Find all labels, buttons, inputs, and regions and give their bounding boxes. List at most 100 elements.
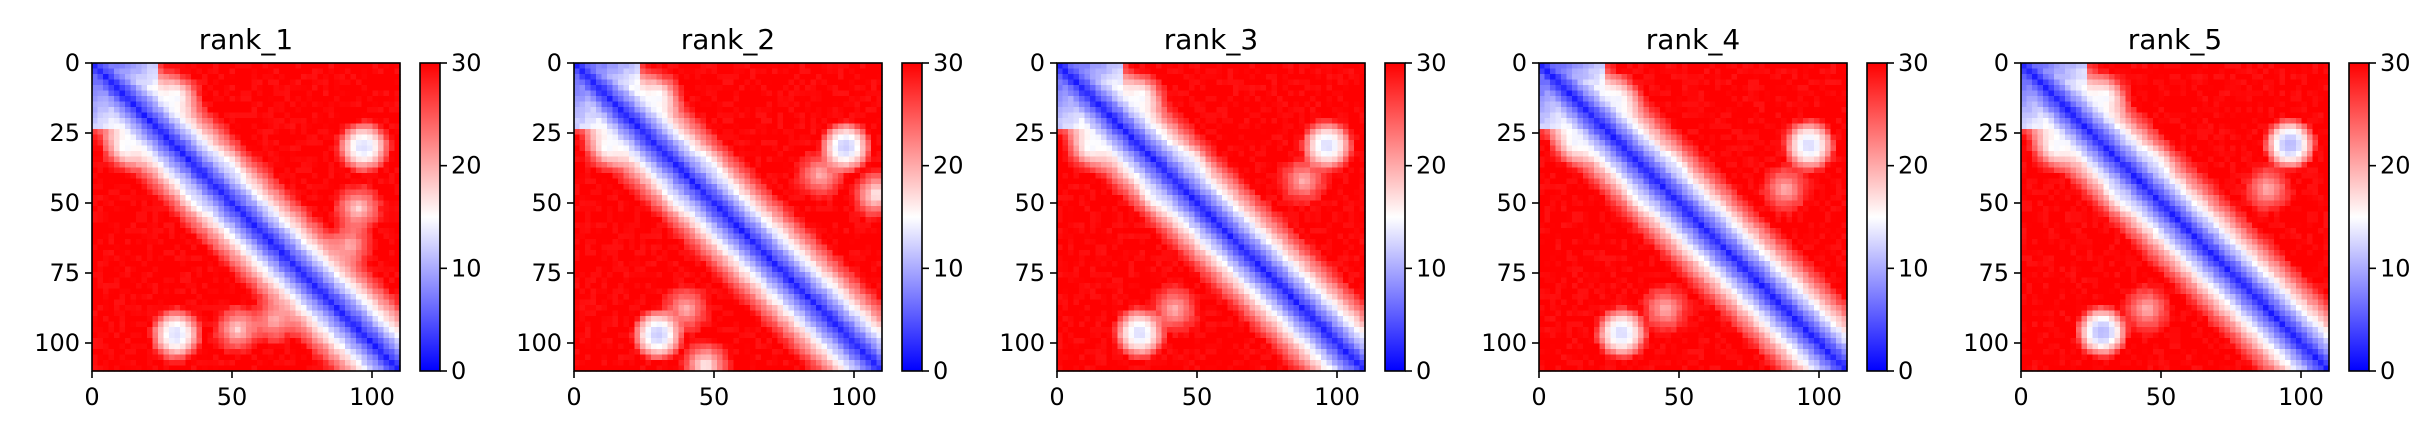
heatmap-cell bbox=[202, 261, 208, 267]
heatmap-cell bbox=[158, 206, 164, 212]
heatmap-cell bbox=[384, 239, 390, 245]
heatmap-cell bbox=[613, 195, 619, 201]
heatmap-cell bbox=[98, 157, 104, 163]
heatmap-cell bbox=[230, 338, 236, 344]
heatmap-cell bbox=[120, 151, 126, 157]
heatmap-cell bbox=[120, 360, 126, 366]
heatmap-cell bbox=[668, 217, 674, 223]
heatmap-cell bbox=[219, 294, 225, 300]
heatmap-cell bbox=[125, 85, 131, 91]
heatmap-cell bbox=[772, 173, 778, 179]
heatmap-cell bbox=[164, 157, 170, 163]
heatmap-cell bbox=[296, 129, 302, 135]
heatmap-cell bbox=[120, 201, 126, 207]
heatmap-cell bbox=[822, 179, 828, 185]
heatmap-cell bbox=[257, 272, 263, 278]
heatmap-cell bbox=[651, 157, 657, 163]
heatmap-cell bbox=[109, 173, 115, 179]
heatmap-cell bbox=[635, 212, 641, 218]
heatmap-cell bbox=[384, 294, 390, 300]
heatmap-cell bbox=[125, 124, 131, 130]
heatmap-cell bbox=[378, 322, 384, 328]
heatmap-cell bbox=[657, 206, 663, 212]
heatmap-cell bbox=[849, 212, 855, 218]
heatmap-cell bbox=[241, 179, 247, 185]
heatmap-cell bbox=[125, 206, 131, 212]
heatmap-cell bbox=[866, 151, 872, 157]
heatmap-cell bbox=[103, 162, 109, 168]
heatmap-cell bbox=[384, 333, 390, 339]
heatmap-cell bbox=[334, 272, 340, 278]
heatmap-cell bbox=[175, 322, 181, 328]
heatmap-cell bbox=[778, 234, 784, 240]
heatmap-cell bbox=[202, 157, 208, 163]
heatmap-cell bbox=[125, 162, 131, 168]
heatmap-cell bbox=[706, 239, 712, 245]
heatmap-cell bbox=[114, 80, 120, 86]
heatmap-cell bbox=[235, 338, 241, 344]
heatmap-cell bbox=[646, 129, 652, 135]
heatmap-cell bbox=[367, 107, 373, 113]
heatmap-cell bbox=[158, 294, 164, 300]
heatmap-cell bbox=[756, 113, 762, 119]
heatmap-cell bbox=[794, 168, 800, 174]
heatmap-cell bbox=[816, 195, 822, 201]
heatmap-cell bbox=[312, 107, 318, 113]
heatmap-cell bbox=[340, 184, 346, 190]
heatmap-cell bbox=[602, 96, 608, 102]
heatmap-cell bbox=[103, 190, 109, 196]
heatmap-cell bbox=[136, 91, 142, 97]
heatmap-cell bbox=[734, 212, 740, 218]
heatmap-cell bbox=[246, 300, 252, 306]
heatmap-cell bbox=[257, 179, 263, 185]
heatmap-cell bbox=[591, 228, 597, 234]
heatmap-cell bbox=[345, 151, 351, 157]
heatmap-cell bbox=[723, 179, 729, 185]
heatmap-cell bbox=[805, 118, 811, 124]
heatmap-cell bbox=[180, 289, 186, 295]
heatmap-cell bbox=[92, 256, 98, 262]
heatmap-cell bbox=[323, 113, 329, 119]
heatmap-cell bbox=[591, 151, 597, 157]
heatmap-cell bbox=[345, 91, 351, 97]
heatmap-cell bbox=[307, 206, 313, 212]
heatmap-cell bbox=[109, 184, 115, 190]
heatmap-cell bbox=[827, 63, 833, 69]
heatmap-cell bbox=[312, 184, 318, 190]
heatmap-cell bbox=[367, 217, 373, 223]
heatmap-cell bbox=[279, 85, 285, 91]
heatmap-cell bbox=[646, 234, 652, 240]
heatmap-cell bbox=[268, 300, 274, 306]
heatmap-cell bbox=[866, 234, 872, 240]
heatmap-cell bbox=[285, 349, 291, 355]
heatmap-cell bbox=[816, 80, 822, 86]
heatmap-cell bbox=[833, 135, 839, 141]
heatmap-cell bbox=[318, 360, 324, 366]
heatmap-cell bbox=[230, 278, 236, 284]
heatmap-cell bbox=[673, 228, 679, 234]
heatmap-cell bbox=[635, 74, 641, 80]
heatmap-cell bbox=[290, 173, 296, 179]
heatmap-cell bbox=[312, 80, 318, 86]
heatmap-cell bbox=[378, 300, 384, 306]
heatmap-cell bbox=[323, 118, 329, 124]
heatmap-cell bbox=[263, 69, 269, 75]
heatmap-cell bbox=[871, 107, 877, 113]
heatmap-cell bbox=[389, 300, 395, 306]
heatmap-cell bbox=[585, 151, 591, 157]
heatmap-cell bbox=[378, 294, 384, 300]
heatmap-cell bbox=[613, 102, 619, 108]
heatmap-cell bbox=[312, 179, 318, 185]
heatmap-cell bbox=[103, 223, 109, 229]
heatmap-cell bbox=[384, 190, 390, 196]
heatmap-cell bbox=[125, 195, 131, 201]
heatmap-cell bbox=[373, 245, 379, 251]
heatmap-cell bbox=[92, 272, 98, 278]
heatmap-cell bbox=[202, 184, 208, 190]
heatmap-cell bbox=[169, 355, 175, 361]
heatmap-cell bbox=[224, 349, 230, 355]
heatmap-cell bbox=[739, 146, 745, 152]
heatmap-cell bbox=[312, 91, 318, 97]
heatmap-cell bbox=[657, 217, 663, 223]
heatmap-cell bbox=[191, 272, 197, 278]
